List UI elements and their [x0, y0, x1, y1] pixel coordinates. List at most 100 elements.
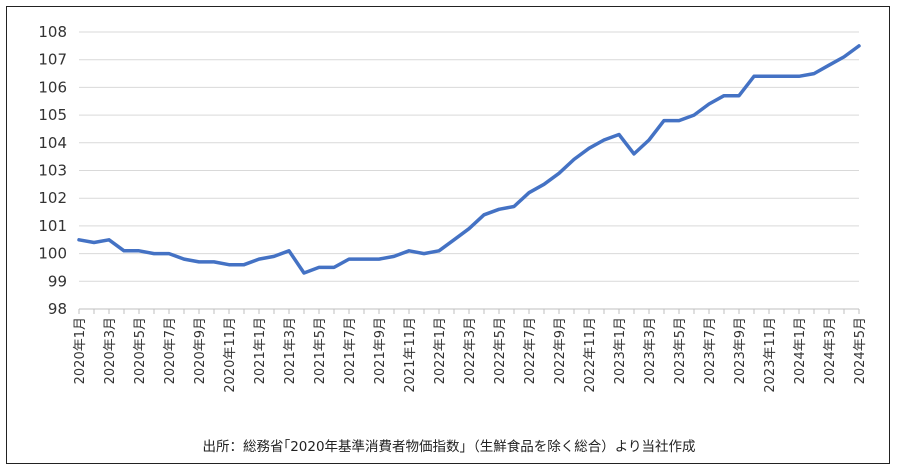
data-point	[452, 238, 455, 241]
data-point	[737, 94, 740, 97]
data-point	[392, 255, 395, 258]
x-tick-label: 2024年5月	[853, 317, 868, 384]
y-tick-label: 108	[38, 23, 67, 41]
y-tick-label: 104	[38, 134, 67, 152]
data-point	[752, 75, 755, 78]
data-point	[167, 252, 170, 255]
data-point	[692, 114, 695, 117]
data-point	[287, 249, 290, 252]
data-point	[482, 213, 485, 216]
data-point	[347, 258, 350, 261]
x-tick-label: 2024年3月	[823, 317, 838, 384]
data-point	[437, 249, 440, 252]
data-point	[107, 238, 110, 241]
data-point	[212, 260, 215, 263]
data-point	[842, 55, 845, 58]
x-tick-label: 2021年11月	[403, 317, 418, 393]
data-point	[857, 44, 860, 47]
series-line	[77, 44, 861, 275]
x-tick-label: 2024年1月	[793, 317, 808, 384]
data-point	[677, 119, 680, 122]
data-point	[197, 260, 200, 263]
data-point	[767, 75, 770, 78]
x-tick-label: 2022年11月	[583, 317, 598, 393]
data-point	[647, 138, 650, 141]
data-point	[302, 271, 305, 274]
x-tick-label: 2021年5月	[313, 317, 328, 384]
data-point	[377, 258, 380, 261]
y-tick-label: 106	[38, 78, 67, 96]
data-point	[557, 172, 560, 175]
x-tick-label: 2023年5月	[673, 317, 688, 384]
y-tick-label: 103	[38, 162, 67, 180]
x-tick-label: 2020年9月	[193, 317, 208, 384]
y-tick-label: 101	[38, 217, 67, 235]
x-tick-label: 2022年5月	[493, 317, 508, 384]
data-point	[137, 249, 140, 252]
data-point	[602, 138, 605, 141]
x-tick-label: 2021年3月	[283, 317, 298, 384]
chart-frame: 98 99 100 101 102 103 104 105 106 107 108 2020年1月 2…	[6, 6, 890, 464]
data-point	[332, 266, 335, 269]
data-point	[662, 119, 665, 122]
data-point	[92, 241, 95, 244]
y-tick-label: 107	[38, 51, 67, 69]
y-tick-label: 98	[48, 300, 67, 318]
y-tick-label: 102	[38, 189, 67, 207]
data-point	[782, 75, 785, 78]
y-tick-label: 99	[48, 272, 67, 290]
data-point	[227, 263, 230, 266]
data-point	[827, 64, 830, 67]
data-point	[797, 75, 800, 78]
data-point	[812, 72, 815, 75]
y-tick-label: 100	[38, 245, 67, 263]
data-point	[617, 133, 620, 136]
x-axis-ticks: 2020年1月 2020年3月 2020年5月 2020年7月 2020年9月 2020年…	[73, 317, 868, 393]
x-tick-label: 2020年7月	[163, 317, 178, 384]
x-tick-label: 2020年3月	[103, 317, 118, 384]
data-point	[317, 266, 320, 269]
x-tick-label: 2023年3月	[643, 317, 658, 384]
x-tick-label: 2020年1月	[73, 317, 88, 384]
data-point	[242, 263, 245, 266]
gridlines	[79, 31, 859, 282]
data-point	[707, 102, 710, 105]
data-point	[542, 183, 545, 186]
data-point	[572, 158, 575, 161]
x-tick-label: 2020年11月	[223, 317, 238, 393]
data-point	[362, 258, 365, 261]
data-point	[527, 191, 530, 194]
source-note: 出所：総務省｢2020年基準消費者物価指数」（生鮮食品を除く総合）より当社作成	[202, 439, 696, 455]
data-point	[407, 249, 410, 252]
data-point	[512, 205, 515, 208]
y-axis-ticks: 98 99 100 101 102 103 104 105 106 107 108	[38, 23, 67, 318]
data-point	[182, 258, 185, 261]
data-point	[722, 94, 725, 97]
x-tick-label: 2021年9月	[373, 317, 388, 384]
x-tick-label: 2022年9月	[553, 317, 568, 384]
x-axis-tick-marks	[78, 309, 860, 314]
data-point	[122, 249, 125, 252]
x-tick-label: 2022年7月	[523, 317, 538, 384]
x-tick-label: 2023年9月	[733, 317, 748, 384]
data-point	[467, 227, 470, 230]
series-group	[77, 44, 861, 275]
data-point	[272, 255, 275, 258]
data-point	[587, 147, 590, 150]
data-point	[632, 152, 635, 155]
data-point	[257, 258, 260, 261]
x-tick-label: 2023年7月	[703, 317, 718, 384]
x-tick-label: 2020年5月	[133, 317, 148, 384]
x-tick-label: 2023年11月	[763, 317, 778, 393]
x-tick-label: 2022年3月	[463, 317, 478, 384]
x-tick-label: 2022年1月	[433, 317, 448, 384]
data-point	[422, 252, 425, 255]
data-point	[497, 208, 500, 211]
data-point	[152, 252, 155, 255]
y-tick-label: 105	[38, 106, 67, 124]
data-point	[77, 238, 80, 241]
x-tick-label: 2023年1月	[613, 317, 628, 384]
x-tick-label: 2021年1月	[253, 317, 268, 384]
x-tick-label: 2021年7月	[343, 317, 358, 384]
